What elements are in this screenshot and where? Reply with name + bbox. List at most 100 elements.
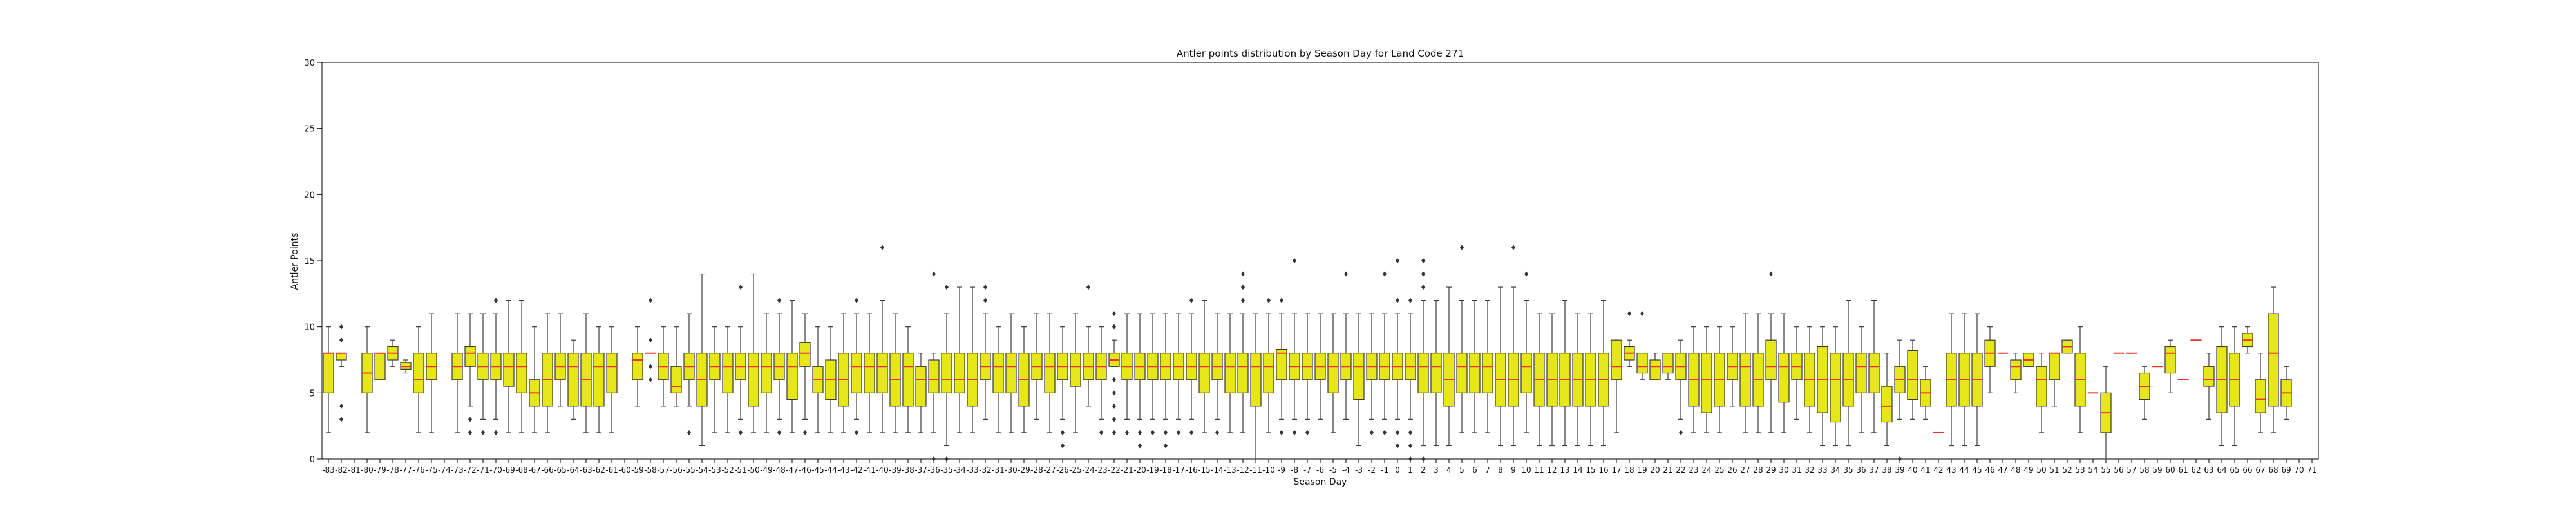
- flier-point: [649, 337, 652, 343]
- x-tick-label: 27: [1740, 465, 1750, 474]
- x-tick-label: 0: [1395, 465, 1400, 474]
- x-tick-label: 21: [1663, 465, 1672, 474]
- box-67: [2255, 379, 2266, 413]
- x-tick-label: -1: [1381, 465, 1388, 474]
- x-tick-label: 71: [2307, 465, 2316, 474]
- box-5: [1456, 353, 1468, 393]
- flier-point: [468, 429, 472, 435]
- x-tick-label: -67: [528, 465, 541, 474]
- x-tick-label: -19: [1146, 465, 1159, 474]
- box-51: [2049, 353, 2060, 380]
- flier-point: [1421, 456, 1425, 462]
- box--59: [632, 353, 643, 380]
- x-tick-label: 11: [1534, 465, 1544, 474]
- x-tick-label: 69: [2281, 465, 2291, 474]
- x-tick-label: 65: [2230, 465, 2239, 474]
- x-tick-label: 13: [1560, 465, 1569, 474]
- flier-point: [1112, 417, 1116, 422]
- flier-point: [739, 429, 743, 435]
- y-tick-label: 25: [304, 125, 315, 135]
- chart-title: Antler points distribution by Season Day…: [1177, 48, 1464, 59]
- flier-point: [1125, 429, 1129, 435]
- x-tick-label: -82: [335, 465, 348, 474]
- x-tick-label: -8: [1291, 465, 1298, 474]
- flier-point: [1177, 429, 1180, 435]
- x-tick-label: -77: [399, 465, 412, 474]
- x-tick-label: -23: [1095, 465, 1108, 474]
- x-tick-label: -36: [927, 465, 940, 474]
- x-tick-label: 55: [2101, 465, 2110, 474]
- x-tick-label: -72: [464, 465, 477, 474]
- x-tick-label: -55: [683, 465, 696, 474]
- box-24: [1701, 353, 1712, 413]
- flier-point: [1086, 285, 1090, 290]
- flier-point: [1627, 311, 1631, 317]
- box--35: [941, 353, 952, 393]
- box-29: [1765, 339, 1777, 380]
- box--40: [876, 353, 888, 393]
- x-tick-label: 16: [1598, 465, 1608, 474]
- x-tick-label: 61: [2178, 465, 2188, 474]
- x-tick-label: -58: [644, 465, 657, 474]
- x-tick-label: -24: [1082, 465, 1095, 474]
- x-tick-label: 49: [2023, 465, 2033, 474]
- x-tick-label: -51: [734, 465, 747, 474]
- box--30: [1005, 353, 1017, 393]
- flier-point: [494, 429, 498, 435]
- x-tick-label: 41: [1920, 465, 1930, 474]
- box-38: [1881, 386, 1893, 423]
- x-tick-label: -14: [1211, 465, 1224, 474]
- box-19: [1636, 353, 1648, 374]
- box--41: [864, 353, 875, 393]
- x-tick-label: 67: [2255, 465, 2265, 474]
- flier-point: [1099, 429, 1103, 435]
- flier-point: [1640, 311, 1644, 317]
- box--5: [1327, 353, 1339, 393]
- x-tick-label: -10: [1262, 465, 1275, 474]
- x-tick-label: -27: [1043, 465, 1056, 474]
- box--62: [593, 353, 605, 407]
- box-37: [1868, 353, 1880, 393]
- x-tick-label: -56: [670, 465, 683, 474]
- flier-point: [1112, 324, 1116, 330]
- x-tick-label: -34: [953, 465, 966, 474]
- x-tick-label: -12: [1236, 465, 1249, 474]
- x-tick-label: -60: [618, 465, 631, 474]
- flier-point: [1293, 258, 1296, 263]
- x-tick-label: -42: [850, 465, 863, 474]
- box-50: [2036, 366, 2047, 407]
- box--47: [786, 353, 798, 400]
- x-tick-label: -45: [811, 465, 824, 474]
- x-tick-label: 36: [1856, 465, 1866, 474]
- x-tick-label: 24: [1701, 465, 1711, 474]
- x-tick-label: -15: [1198, 465, 1211, 474]
- box-48: [2010, 359, 2022, 380]
- x-tick-label: -62: [592, 465, 605, 474]
- flier-point: [1344, 271, 1348, 277]
- x-tick-label: 15: [1586, 465, 1595, 474]
- y-tick-label: 30: [304, 59, 315, 68]
- x-tick-label: -33: [966, 465, 979, 474]
- x-tick-label: 44: [1959, 465, 1969, 474]
- x-tick-label: -30: [1005, 465, 1018, 474]
- x-tick-label: 10: [1521, 465, 1531, 474]
- x-tick-label: -54: [696, 465, 708, 474]
- x-tick-label: -68: [515, 465, 528, 474]
- x-tick-label: 47: [1998, 465, 2007, 474]
- x-tick-label: -5: [1329, 465, 1337, 474]
- flier-point: [1408, 443, 1412, 449]
- y-tick-label: 5: [310, 389, 315, 398]
- x-tick-label: -11: [1249, 465, 1262, 474]
- box--61: [606, 353, 618, 393]
- box--49: [761, 353, 772, 393]
- x-tick-label: 9: [1511, 465, 1516, 474]
- box--77: [400, 362, 412, 370]
- box--11: [1250, 353, 1262, 407]
- x-tick-label: 43: [1946, 465, 1956, 474]
- x-tick-label: -6: [1316, 465, 1324, 474]
- flier-point: [468, 417, 472, 422]
- flier-point: [1241, 271, 1245, 277]
- x-tick-label: -71: [477, 465, 489, 474]
- box--31: [992, 353, 1004, 393]
- x-tick-label: -80: [361, 465, 374, 474]
